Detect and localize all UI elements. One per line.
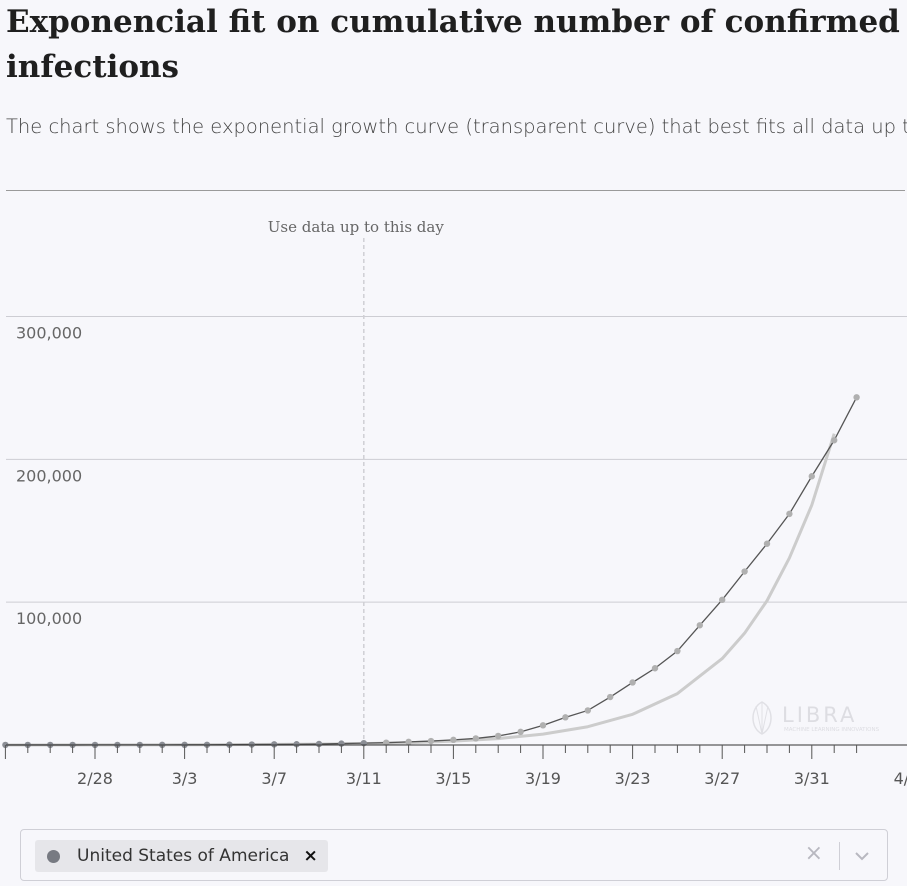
series-color-dot bbox=[47, 849, 60, 863]
selected-country-chip: United States of America × bbox=[35, 840, 328, 872]
logo-tagline: MACHINE LEARNING INNOVATIONS bbox=[784, 727, 880, 733]
data-point bbox=[383, 739, 390, 746]
data-point bbox=[495, 732, 502, 740]
data-point bbox=[271, 741, 278, 748]
data-point bbox=[696, 622, 703, 629]
data-point bbox=[562, 714, 569, 721]
y-tick-label: 100,000 bbox=[16, 609, 82, 628]
data-series-layer bbox=[2, 394, 860, 749]
chevron-down-icon[interactable] bbox=[851, 845, 873, 867]
cutoff-annotation: Use data up to this day bbox=[268, 218, 445, 236]
clear-selection-icon[interactable]: × bbox=[804, 841, 823, 866]
x-tick-label: 3/15 bbox=[435, 769, 471, 788]
remove-country-icon[interactable]: × bbox=[303, 846, 318, 866]
y-tick-label: 300,000 bbox=[16, 324, 82, 343]
data-point bbox=[741, 568, 748, 575]
data-point bbox=[584, 707, 591, 714]
data-point bbox=[786, 510, 793, 518]
country-selector[interactable]: United States of America × × bbox=[20, 829, 888, 881]
x-tick-label: 3/11 bbox=[346, 769, 382, 788]
data-point bbox=[517, 728, 524, 736]
data-point bbox=[651, 665, 659, 672]
data-point bbox=[808, 473, 815, 480]
header-divider bbox=[6, 190, 905, 191]
data-point bbox=[719, 596, 726, 604]
y-tick-label: 200,000 bbox=[16, 466, 82, 485]
x-tick-label: 3/7 bbox=[261, 769, 287, 788]
data-point bbox=[629, 679, 636, 686]
selector-separator bbox=[839, 842, 840, 870]
data-point bbox=[674, 647, 681, 655]
data-point bbox=[450, 736, 457, 744]
chart-title: Exponencial fit on cumulative number of … bbox=[6, 4, 900, 85]
data-point bbox=[315, 740, 323, 748]
logo-text: LIBRA bbox=[782, 703, 857, 727]
x-tick-label: 3/19 bbox=[525, 769, 561, 788]
x-tick-label: 4/ bbox=[894, 769, 907, 788]
line-chart: 100,000 200,000 300,000 Use data up to thi… bbox=[2, 218, 907, 788]
libra-logo: LIBRA MACHINE LEARNING INNOVATIONS bbox=[752, 701, 880, 735]
data-point bbox=[293, 741, 300, 748]
x-tick-label: 2/28 bbox=[77, 769, 113, 788]
chart-subtitle: The chart shows the exponential growth c… bbox=[6, 115, 907, 138]
x-axis-ticks: 2/28 3/3 3/7 3/11 3/15 3/19 3/23 3/27 3/31 4/ bbox=[4, 745, 907, 788]
data-point bbox=[2, 741, 9, 749]
data-point bbox=[831, 437, 838, 444]
shell-icon bbox=[752, 701, 772, 735]
selected-country-label: United States of America bbox=[77, 846, 290, 866]
fit-curve-layer bbox=[5, 433, 836, 747]
data-point bbox=[539, 722, 547, 729]
y-axis-ticks: 100,000 200,000 300,000 bbox=[16, 324, 82, 629]
data-point bbox=[472, 735, 479, 742]
x-tick-label: 3/31 bbox=[794, 769, 830, 788]
fit-curve bbox=[5, 433, 836, 747]
data-point bbox=[853, 394, 860, 401]
data-point bbox=[607, 693, 614, 701]
x-tick-label: 3/3 bbox=[172, 769, 198, 788]
data-point bbox=[405, 738, 412, 746]
data-point bbox=[427, 737, 435, 745]
data-point bbox=[763, 540, 771, 547]
data-line bbox=[5, 397, 858, 746]
x-tick-label: 3/27 bbox=[704, 769, 740, 788]
gridlines bbox=[6, 316, 907, 603]
x-tick-label: 3/23 bbox=[615, 769, 651, 788]
